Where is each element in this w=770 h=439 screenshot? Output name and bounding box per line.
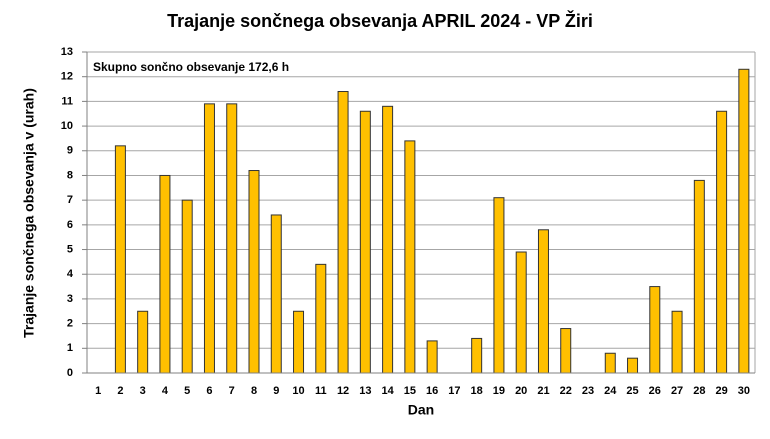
- x-tick-label: 4: [162, 385, 169, 397]
- bar: [716, 110, 728, 374]
- y-tick-label: 0: [67, 367, 73, 379]
- bar: [359, 110, 371, 374]
- y-tick-label: 8: [67, 169, 73, 181]
- x-tick-label: 29: [715, 385, 727, 397]
- x-tick-label: 1: [95, 385, 101, 397]
- x-tick-label: 27: [671, 385, 683, 397]
- x-tick-label: 23: [582, 385, 594, 397]
- bar: [537, 229, 549, 374]
- bar: [181, 199, 193, 374]
- x-tick-label: 9: [273, 385, 279, 397]
- x-tick-label: 2: [117, 385, 123, 397]
- x-tick-label: 3: [140, 385, 146, 397]
- x-tick-label: 30: [738, 385, 750, 397]
- y-axis-label: Trajanje sončnega obsevanja v (urah): [21, 88, 37, 338]
- x-tick-label: 19: [493, 385, 505, 397]
- y-tick-label: 5: [67, 243, 73, 255]
- x-tick-label: 20: [515, 385, 527, 397]
- bar: [493, 197, 505, 374]
- bar: [203, 103, 215, 374]
- y-tick-label: 13: [61, 46, 73, 58]
- y-tick-label: 9: [67, 145, 73, 157]
- y-tick-label: 2: [67, 318, 73, 330]
- y-tick-label: 7: [67, 194, 73, 206]
- x-tick-label: 8: [251, 385, 257, 397]
- bar: [649, 286, 661, 374]
- bar: [515, 251, 527, 374]
- bar: [270, 214, 282, 374]
- x-tick-label: 13: [359, 385, 371, 397]
- y-tick-label: 12: [61, 71, 73, 83]
- bar: [426, 340, 438, 374]
- x-tick-label: 22: [560, 385, 572, 397]
- x-tick-label: 28: [693, 385, 705, 397]
- bar: [114, 145, 126, 374]
- y-tick-label: 4: [67, 268, 74, 280]
- x-tick-label: 10: [292, 385, 304, 397]
- x-tick-label: 15: [404, 385, 416, 397]
- x-tick-label: 14: [381, 385, 394, 397]
- bar: [337, 91, 349, 374]
- x-tick-label: 25: [626, 385, 638, 397]
- x-tick-label: 21: [537, 385, 549, 397]
- bar: [159, 174, 171, 374]
- bar: [315, 263, 327, 374]
- x-tick-label: 11: [315, 385, 327, 397]
- bar: [293, 310, 305, 374]
- x-tick-label: 26: [649, 385, 661, 397]
- x-tick-label: 5: [184, 385, 190, 397]
- x-tick-label: 12: [337, 385, 349, 397]
- annotation: Skupno sončno obsevanje 172,6 h: [93, 60, 289, 74]
- bar: [404, 140, 416, 374]
- x-tick-label: 17: [448, 385, 460, 397]
- x-tick-label: 18: [471, 385, 483, 397]
- bar: [671, 310, 683, 374]
- x-tick-label: 24: [604, 385, 617, 397]
- bar: [382, 105, 394, 374]
- bar: [738, 68, 750, 374]
- y-tick-label: 3: [67, 293, 73, 305]
- x-tick-label: 7: [229, 385, 235, 397]
- y-tick-label: 10: [61, 120, 73, 132]
- y-tick-label: 6: [67, 219, 73, 231]
- bar: [137, 310, 149, 374]
- chart-title: Trajanje sončnega obsevanja APRIL 2024 -…: [167, 10, 593, 31]
- y-tick-label: 11: [61, 95, 73, 107]
- bar: [604, 352, 616, 374]
- bar: [560, 328, 572, 374]
- bar: [226, 103, 238, 374]
- bar: [627, 357, 639, 374]
- x-axis-label: Dan: [408, 402, 434, 418]
- bar: [471, 337, 483, 374]
- x-tick-label: 6: [206, 385, 212, 397]
- bar: [248, 170, 260, 374]
- bar: [693, 179, 705, 374]
- x-tick-label: 16: [426, 385, 438, 397]
- y-tick-label: 1: [67, 342, 73, 354]
